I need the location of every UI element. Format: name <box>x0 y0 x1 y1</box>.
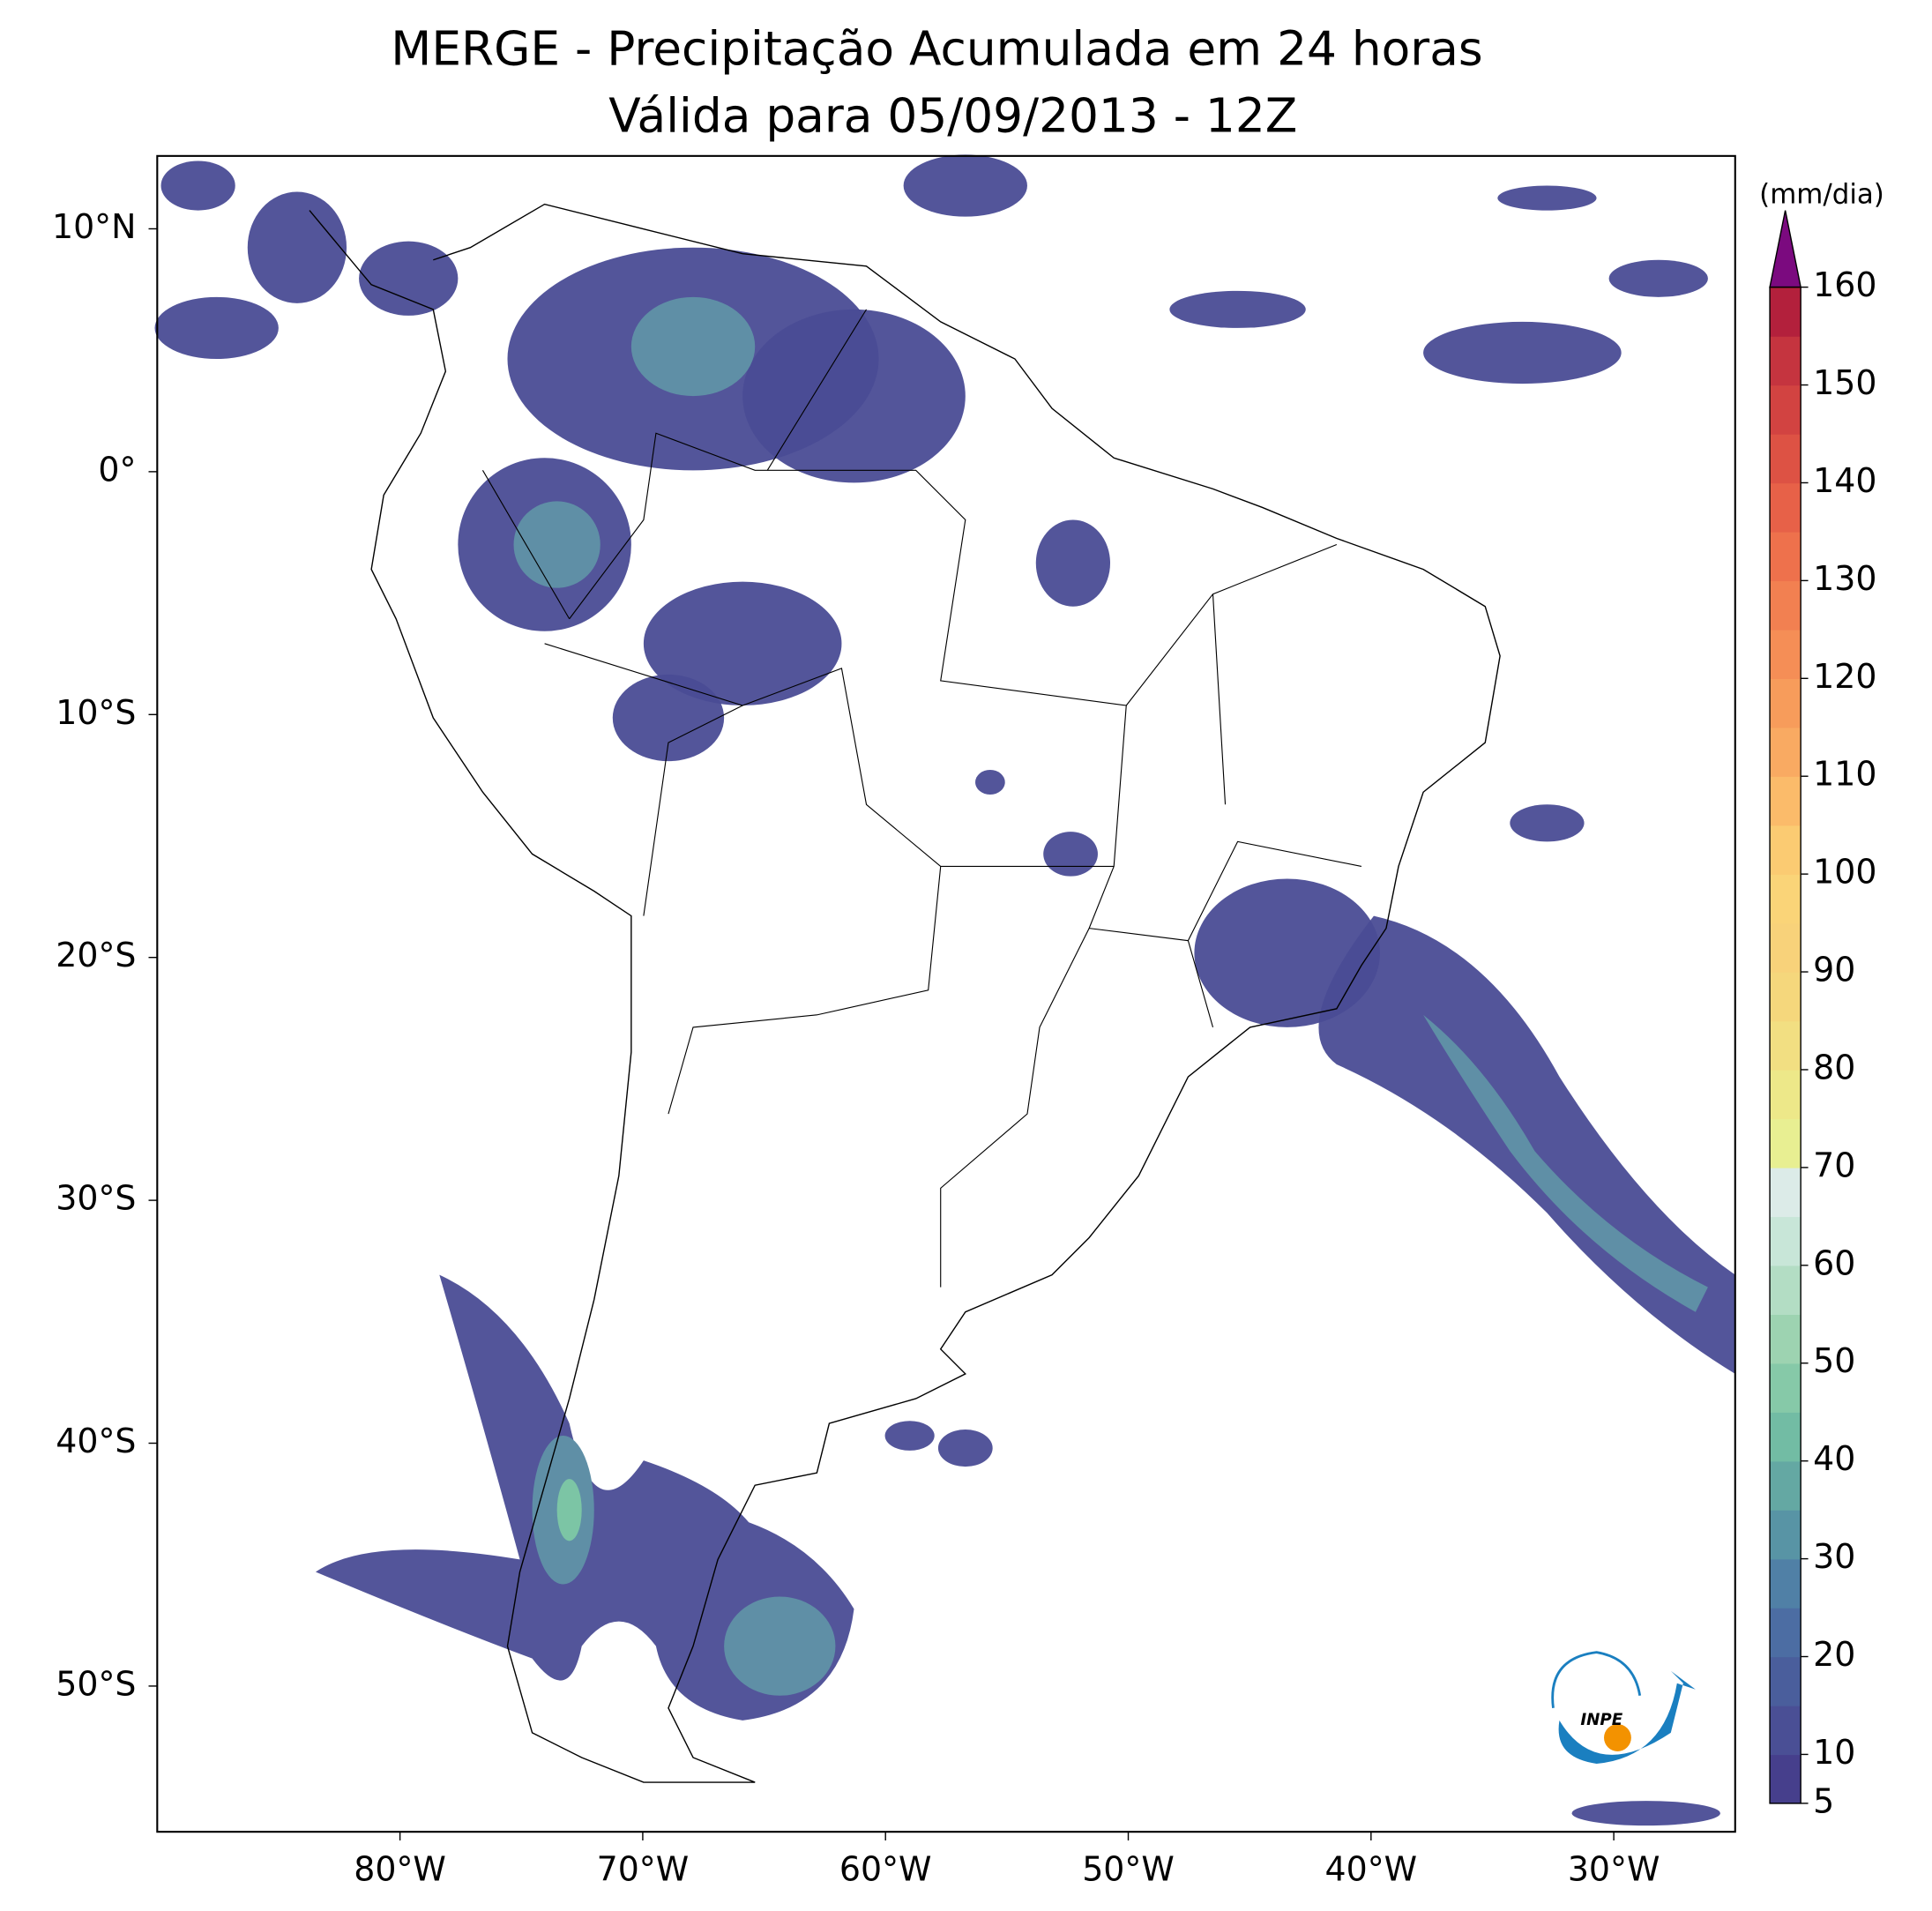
title: MERGE - Precipitação Acumulada em 24 hor… <box>391 21 1482 77</box>
colorbar-band <box>1770 1216 1801 1266</box>
colorbar-band <box>1770 922 1801 973</box>
colorbar-band <box>1770 825 1801 875</box>
x-tick-label: 70°W <box>597 1850 690 1889</box>
colorbar-band <box>1770 1656 1801 1706</box>
subtitle: Válida para 05/09/2013 - 12Z <box>608 87 1297 143</box>
colorbar-tick-label: 140 <box>1813 461 1876 500</box>
colorbar-tick-label: 20 <box>1813 1635 1855 1674</box>
colorbar-tick-label: 110 <box>1813 755 1876 794</box>
colorbar-tick-label: 160 <box>1813 265 1876 304</box>
colorbar-band <box>1770 287 1801 337</box>
colorbar-tick-label: 120 <box>1813 657 1876 696</box>
coastline <box>309 203 1501 1783</box>
colorbar-tick-label: 60 <box>1813 1243 1855 1282</box>
colorbar-band <box>1770 1460 1801 1511</box>
colorbar-band <box>1770 1705 1801 1756</box>
inpe-logo: INPE <box>1551 1651 1696 1764</box>
colorbar-band <box>1770 1167 1801 1218</box>
colorbar-band <box>1770 629 1801 679</box>
y-tick-label: 50°S <box>56 1664 136 1703</box>
colorbar-band <box>1770 972 1801 1022</box>
colorbar-band <box>1770 1020 1801 1071</box>
x-tick-label: 30°W <box>1568 1850 1660 1889</box>
colorbar-band <box>1770 580 1801 631</box>
colorbar-band <box>1770 776 1801 826</box>
colorbar-unit: (mm/dia) <box>1759 178 1884 210</box>
colorbar-frame <box>1769 286 1801 1804</box>
colorbar-tick-label: 40 <box>1813 1439 1855 1478</box>
colorbar-band <box>1770 433 1801 484</box>
colorbar-tick-label: 70 <box>1813 1146 1855 1184</box>
colorbar-tick-label: 80 <box>1813 1048 1855 1086</box>
colorbar-band <box>1770 1558 1801 1609</box>
map-frame <box>156 154 1736 1833</box>
y-tick-label: 40°S <box>56 1422 136 1460</box>
colorbar-tick-label: 50 <box>1813 1341 1855 1380</box>
precipitation-field <box>154 154 1735 1826</box>
colorbar-band <box>1770 384 1801 435</box>
y-tick-label: 10°N <box>52 207 136 246</box>
y-tick-label: 10°S <box>56 693 136 732</box>
colorbar-band <box>1770 1362 1801 1413</box>
y-tick-label: 0° <box>98 450 136 489</box>
x-tick-label: 60°W <box>839 1850 932 1889</box>
colorbar-band <box>1770 1510 1801 1560</box>
colorbar-band <box>1770 1608 1801 1658</box>
colorbar-band <box>1770 1118 1801 1168</box>
colorbar-band <box>1770 1412 1801 1462</box>
colorbar-band <box>1770 727 1801 777</box>
borders <box>481 309 1362 1288</box>
colorbar-tick-label: 100 <box>1813 853 1876 892</box>
colorbar-band <box>1770 1069 1801 1120</box>
logo-text: INPE <box>1580 1711 1622 1729</box>
x-tick-label: 80°W <box>354 1850 446 1889</box>
colorbar-band <box>1770 531 1801 582</box>
colorbar-band <box>1770 1265 1801 1315</box>
colorbar-tick-label: 5 <box>1813 1781 1834 1820</box>
colorbar-extend <box>1769 210 1802 288</box>
colorbar-band <box>1770 1314 1801 1364</box>
colorbar-band <box>1770 1754 1801 1804</box>
colorbar-tick-label: 150 <box>1813 363 1876 402</box>
y-tick-label: 20°S <box>56 936 136 974</box>
colorbar-tick-label: 90 <box>1813 951 1855 989</box>
colorbar-tick-label: 10 <box>1813 1733 1855 1772</box>
colorbar-band <box>1770 336 1801 386</box>
colorbar-tick-label: 130 <box>1813 559 1876 598</box>
colorbar-band <box>1770 482 1801 533</box>
x-tick-label: 50°W <box>1082 1850 1175 1889</box>
colorbar-tick-label: 30 <box>1813 1537 1855 1576</box>
y-tick-label: 30°S <box>56 1179 136 1218</box>
colorbar-band <box>1770 678 1801 728</box>
x-tick-label: 40°W <box>1325 1850 1418 1889</box>
colorbar-band <box>1770 874 1801 924</box>
